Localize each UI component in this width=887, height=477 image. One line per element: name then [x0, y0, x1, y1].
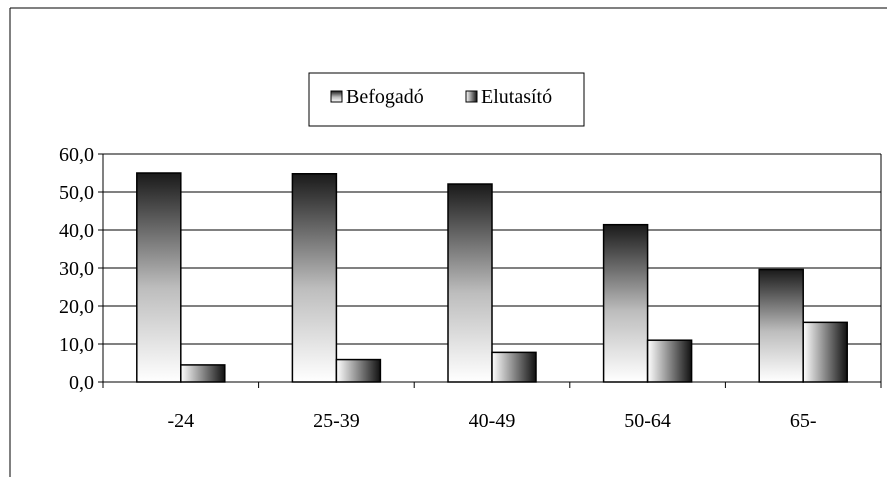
- plot-area: 0,0 10,0 20,0 30,0 40,0 50,0 60,0 -24 25-39 40-4…: [59, 144, 882, 432]
- legend: Befogadó Elutasító: [308, 72, 585, 127]
- x-tick-label: 25-39: [313, 410, 360, 432]
- bar-befogado: [447, 183, 493, 383]
- bar-befogado: [758, 268, 804, 383]
- y-tick-label: 40,0: [59, 220, 94, 242]
- x-axis-ticks: -24 25-39 40-49 50-64 65-: [102, 382, 882, 432]
- x-tick-label: 40-49: [469, 410, 516, 432]
- bar-elutasito: [335, 358, 382, 383]
- bar-befogado: [136, 172, 182, 383]
- bar-befogado: [602, 223, 649, 383]
- legend-label-befogado: Befogadó: [346, 86, 424, 108]
- x-tick-label: -24: [167, 410, 194, 432]
- y-tick-label: 20,0: [59, 296, 94, 318]
- x-tick-label: 50-64: [624, 410, 671, 432]
- y-tick-label: 50,0: [59, 182, 94, 204]
- legend-label-elutasito: Elutasító: [481, 86, 552, 108]
- legend-box: [308, 72, 585, 127]
- legend-swatch-befogado: [330, 90, 343, 103]
- y-tick-label: 0,0: [69, 372, 94, 394]
- y-tick-label: 60,0: [59, 144, 94, 166]
- bar-elutasito: [646, 339, 693, 383]
- y-tick-label: 10,0: [59, 334, 94, 356]
- bar-elutasito: [491, 351, 537, 383]
- bars: [136, 172, 848, 383]
- y-axis-ticks: 0,0 10,0 20,0 30,0 40,0 50,0 60,0: [59, 144, 103, 394]
- y-tick-label: 30,0: [59, 258, 94, 280]
- bar-befogado: [291, 173, 338, 383]
- legend-swatch-elutasito: [465, 90, 478, 103]
- bar-elutasito: [802, 321, 848, 383]
- x-tick-label: 65-: [790, 410, 817, 432]
- bar-elutasito: [180, 364, 226, 383]
